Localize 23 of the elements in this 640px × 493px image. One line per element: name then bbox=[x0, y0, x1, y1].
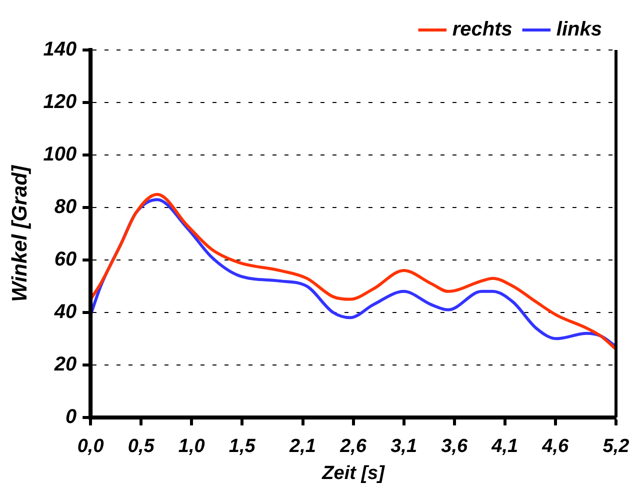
x-tick-label: 4,6 bbox=[541, 436, 570, 458]
x-tick-label: 4,1 bbox=[490, 436, 518, 458]
x-tick-label: 0,0 bbox=[77, 436, 104, 458]
y-tick-label: 100 bbox=[43, 143, 77, 166]
y-tick-label: 60 bbox=[54, 248, 77, 270]
x-tick-label: 1,5 bbox=[228, 436, 256, 458]
x-axis-title: Zeit [s] bbox=[321, 462, 386, 484]
x-tick-label: 5,2 bbox=[602, 436, 630, 458]
y-tick-label: 0 bbox=[65, 406, 77, 428]
x-tick-label: 1,0 bbox=[178, 436, 206, 458]
y-tick-label: 120 bbox=[43, 91, 77, 113]
y-tick-label: 80 bbox=[54, 196, 77, 218]
y-axis-title: Winkel [Grad] bbox=[8, 164, 32, 302]
x-tick-label: 3,1 bbox=[390, 436, 418, 458]
x-tick-label: 2,1 bbox=[288, 436, 316, 458]
legend-label: rechts bbox=[452, 18, 512, 41]
x-tick-label: 3,6 bbox=[441, 436, 468, 458]
x-tick-label: 2,6 bbox=[339, 436, 367, 458]
y-tick-label: 20 bbox=[53, 353, 77, 376]
legend-label: links bbox=[556, 18, 602, 41]
y-tick-label: 40 bbox=[53, 300, 77, 323]
y-tick-label: 140 bbox=[43, 38, 77, 61]
x-tick-label: 0,5 bbox=[128, 436, 155, 458]
